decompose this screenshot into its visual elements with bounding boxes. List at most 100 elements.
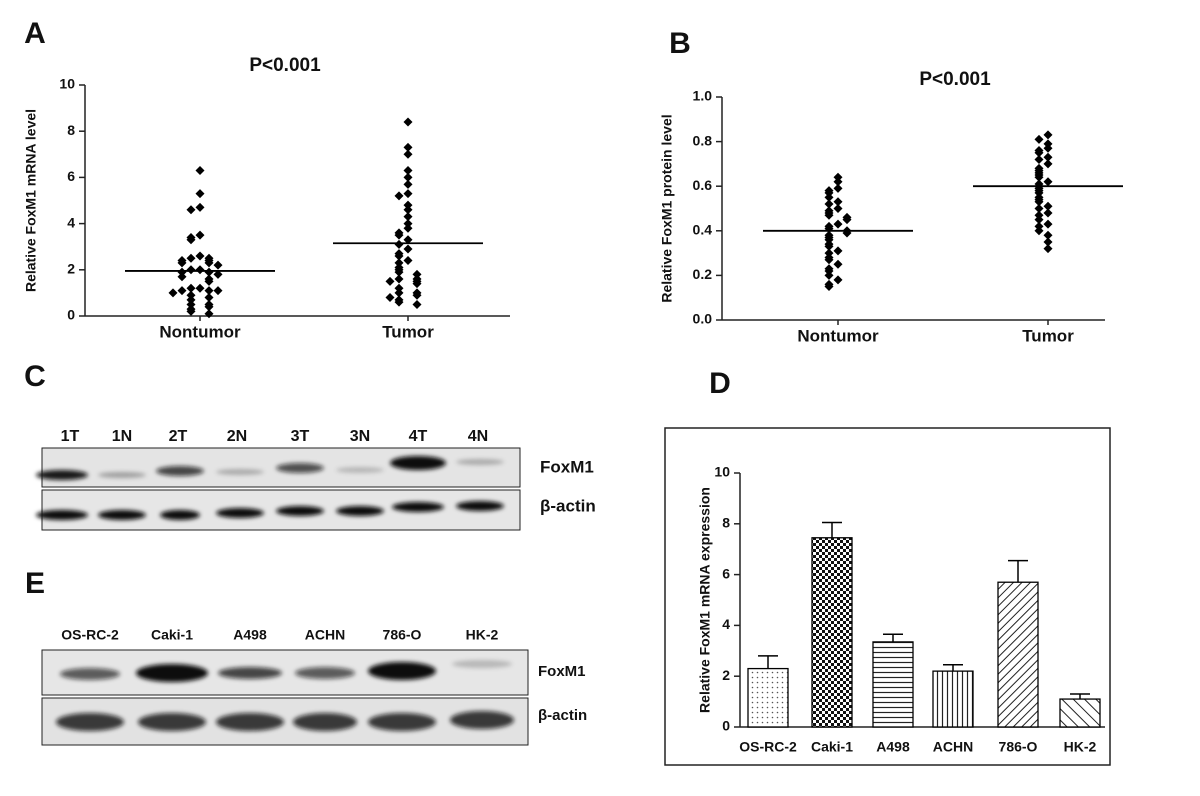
data-point xyxy=(186,295,196,305)
data-point xyxy=(213,269,223,279)
lane-label: 2N xyxy=(227,428,247,445)
data-point xyxy=(1034,215,1044,225)
x-tick-label: ACHN xyxy=(933,739,973,755)
data-point xyxy=(385,276,395,286)
data-point xyxy=(177,286,187,296)
data-point xyxy=(177,258,187,268)
y-tick-label: 2 xyxy=(722,667,730,683)
data-point xyxy=(186,299,196,309)
lane-label: OS-RC-2 xyxy=(61,627,119,643)
y-tick-label: 8 xyxy=(722,515,730,531)
data-point xyxy=(833,183,843,193)
x-tick-label: HK-2 xyxy=(1064,739,1097,755)
data-point xyxy=(403,256,413,266)
data-point xyxy=(204,302,214,312)
lane-label: 3N xyxy=(350,428,370,445)
y-tick-label: 0.4 xyxy=(693,222,713,238)
panel-letter: C xyxy=(24,360,46,393)
data-point xyxy=(213,260,223,270)
data-point xyxy=(1043,159,1053,169)
data-point xyxy=(1034,226,1044,236)
data-point xyxy=(195,165,205,175)
data-point xyxy=(824,210,834,220)
chart-title: P<0.001 xyxy=(919,69,991,90)
bar xyxy=(932,670,974,728)
data-point xyxy=(195,230,205,240)
data-point xyxy=(1034,154,1044,164)
data-point xyxy=(1043,219,1053,229)
panel-letter: D xyxy=(709,367,731,400)
data-point xyxy=(1034,197,1044,207)
data-point xyxy=(412,269,422,279)
panel-letter: B xyxy=(669,27,691,60)
data-point xyxy=(824,199,834,209)
data-point xyxy=(186,265,196,275)
x-tick-label: Nontumor xyxy=(797,326,879,345)
data-point xyxy=(204,267,214,277)
y-axis-label: Relative FoxM1 mRNA expression xyxy=(697,487,713,713)
bar xyxy=(1059,698,1101,728)
data-point xyxy=(186,205,196,215)
data-point xyxy=(186,283,196,293)
data-point xyxy=(394,267,404,277)
data-point xyxy=(842,215,852,225)
data-point xyxy=(1043,177,1053,187)
lane-label: 4N xyxy=(468,428,488,445)
y-tick-label: 6 xyxy=(67,168,75,184)
x-tick-label: 786-O xyxy=(999,739,1038,755)
data-point xyxy=(833,197,843,207)
x-tick-label: Caki-1 xyxy=(811,739,853,755)
bar xyxy=(747,667,789,728)
data-point xyxy=(186,253,196,263)
data-point xyxy=(833,275,843,285)
panel-letter: E xyxy=(25,567,45,600)
data-point xyxy=(403,205,413,215)
data-point xyxy=(186,290,196,300)
x-tick-label: Tumor xyxy=(382,322,434,341)
data-point xyxy=(394,251,404,261)
lane-label: Caki-1 xyxy=(151,627,193,643)
data-point xyxy=(195,202,205,212)
data-point xyxy=(403,172,413,182)
data-point xyxy=(1043,130,1053,140)
data-point xyxy=(403,189,413,199)
data-point xyxy=(403,165,413,175)
lane-label: ACHN xyxy=(305,627,345,643)
data-point xyxy=(403,179,413,189)
data-point xyxy=(412,290,422,300)
y-tick-label: 0.0 xyxy=(693,311,713,327)
lane-label: HK-2 xyxy=(466,627,499,643)
data-point xyxy=(403,212,413,222)
data-point xyxy=(412,299,422,309)
lane-label: 1T xyxy=(61,428,80,445)
y-tick-label: 4 xyxy=(722,616,730,632)
data-point xyxy=(177,267,187,277)
y-tick-label: 0.6 xyxy=(693,177,713,193)
data-point xyxy=(394,288,404,298)
data-point xyxy=(204,258,214,268)
data-point xyxy=(403,223,413,233)
data-point xyxy=(204,276,214,286)
bar xyxy=(872,641,914,728)
x-tick-label: Tumor xyxy=(1022,326,1074,345)
data-point xyxy=(824,270,834,280)
y-axis-label: Relative FoxM1 protein level xyxy=(659,114,675,302)
data-point xyxy=(394,274,404,284)
data-point xyxy=(1043,230,1053,240)
data-point xyxy=(394,191,404,201)
data-point xyxy=(403,117,413,127)
data-point xyxy=(403,149,413,159)
lane-label: 1N xyxy=(112,428,132,445)
row-label: β-actin xyxy=(540,496,596,515)
row-label: β-actin xyxy=(538,707,587,724)
data-point xyxy=(177,272,187,282)
y-tick-label: 0 xyxy=(722,718,730,734)
data-point xyxy=(394,258,404,268)
data-point xyxy=(1043,143,1053,153)
y-tick-label: 2 xyxy=(67,261,75,277)
panel-frame xyxy=(664,427,1111,766)
data-point xyxy=(394,297,404,307)
data-point xyxy=(403,219,413,229)
data-point xyxy=(213,286,223,296)
